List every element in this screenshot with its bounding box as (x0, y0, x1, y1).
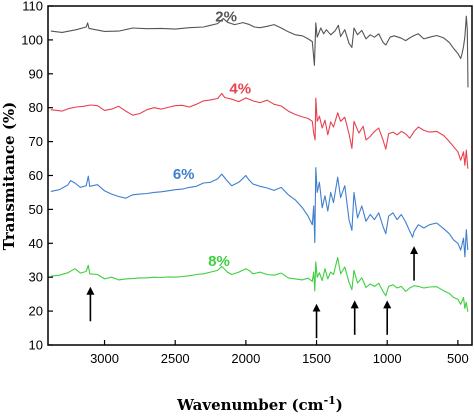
y-tick-label: 10 (29, 338, 43, 353)
series-line-1 (50, 15, 469, 88)
x-tick-label: 1000 (373, 351, 402, 366)
y-tick-label: 100 (21, 32, 43, 47)
series-line-2 (50, 92, 469, 169)
y-tick-label: 40 (29, 236, 43, 251)
y-tick-label: 30 (29, 270, 43, 285)
x-tick-label: 1500 (302, 351, 331, 366)
y-tick-label: 70 (29, 134, 43, 149)
annotation-layer (86, 246, 419, 339)
series-line-3 (50, 167, 469, 258)
series-layer (50, 15, 469, 312)
y-axis-ticks: 10 20 30 40 50 60 70 80 90 100 110 (21, 0, 53, 353)
x-tick-label: 2000 (231, 351, 260, 366)
y-tick-label: 110 (22, 0, 43, 14)
x-axis-title: Wavenumber (cm-1) (176, 394, 343, 414)
y-tick-label: 60 (29, 168, 43, 183)
y-tick-label: 50 (29, 202, 43, 217)
series-label-1: 2% (215, 8, 237, 25)
x-tick-label: 2500 (161, 351, 190, 366)
y-axis-title: Transmitance (%) (0, 102, 18, 251)
x-tick-label: 500 (447, 351, 469, 366)
plot-frame (47, 5, 473, 346)
series-label-layer: 2% 4% 6% 8% (173, 8, 251, 270)
series-label-4: 8% (208, 253, 230, 270)
y-tick-label: 20 (29, 304, 43, 319)
series-label-2: 4% (229, 80, 251, 97)
series-line-4 (50, 256, 469, 312)
y-tick-label: 80 (29, 100, 43, 115)
y-tick-label: 90 (29, 66, 43, 81)
x-axis-ticks: 3000 2500 2000 1500 1000 500 (90, 340, 469, 366)
series-label-3: 6% (173, 166, 195, 183)
x-tick-label: 3000 (90, 351, 119, 366)
